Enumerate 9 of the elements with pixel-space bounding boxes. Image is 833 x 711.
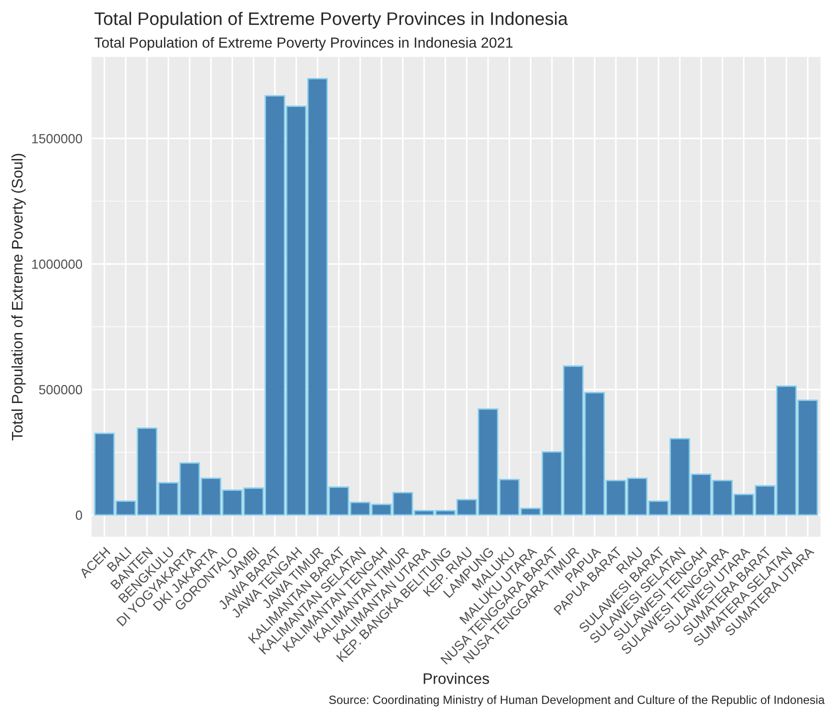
y-tick-label: 1000000 [32, 260, 82, 269]
source-note: Source: Coordinating Ministry of Human Development and Culture of the Republic of Indonesia [329, 695, 825, 706]
x-axis-title: Provinces [424, 672, 490, 684]
y-tick-label: 0 [76, 510, 82, 520]
y-tick-label: 1500000 [32, 134, 82, 144]
chart-title: Total Population of Extreme Poverty Provinces in Indonesia [94, 12, 568, 29]
y-axis-title: Total Population of Extreme Poverty (Soul) [11, 154, 26, 440]
chart-subtitle: Total Population of Extreme Poverty Provinces in Indonesia 2021 [94, 37, 513, 51]
y-tick-label: 500000 [39, 385, 82, 394]
